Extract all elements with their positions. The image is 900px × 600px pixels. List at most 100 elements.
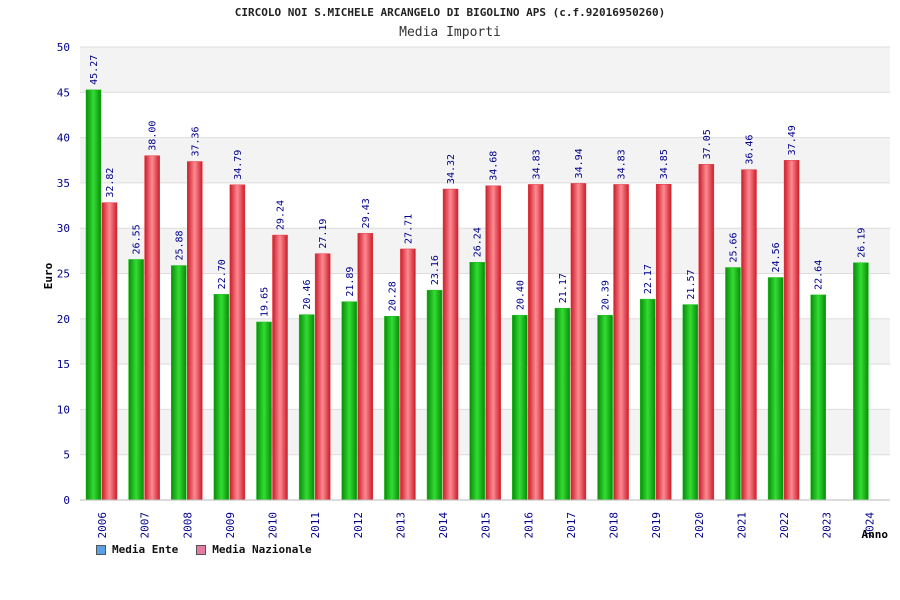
data-label: 37.49	[787, 125, 798, 155]
data-label: 34.68	[489, 151, 500, 181]
x-tick-label: 2009	[224, 512, 237, 539]
x-tick-label: 2014	[437, 512, 450, 539]
data-label: 25.66	[728, 232, 739, 262]
x-tick-label: 2024	[863, 512, 876, 539]
data-label: 38.00	[148, 121, 159, 151]
bar-media-ente	[512, 314, 528, 501]
y-tick-label: 45	[57, 86, 70, 99]
data-label: 22.17	[643, 264, 654, 294]
data-label: 22.64	[814, 260, 825, 290]
y-tick-label: 5	[63, 449, 70, 462]
bar-media-ente	[810, 294, 826, 501]
bar-media-ente	[597, 315, 613, 501]
y-tick-label: 40	[57, 132, 70, 145]
bar-media-ente	[298, 314, 315, 501]
y-tick-label: 50	[57, 41, 70, 54]
x-tick-label: 2017	[565, 512, 578, 539]
bar-media-nazionale	[101, 202, 118, 501]
bar-media-nazionale	[187, 161, 203, 501]
bar-media-nazionale	[613, 184, 629, 501]
bar-media-nazionale	[272, 234, 288, 501]
data-label: 34.85	[659, 149, 670, 179]
x-tick-label: 2011	[309, 512, 322, 539]
data-label: 45.27	[89, 55, 100, 85]
data-label: 20.28	[387, 281, 398, 311]
bar-media-ente	[426, 289, 443, 501]
x-tick-label: 2010	[267, 512, 280, 539]
bar-media-ente	[256, 321, 272, 501]
grid-band	[80, 47, 890, 93]
data-label: 27.19	[318, 219, 329, 249]
bar-media-nazionale	[783, 160, 800, 501]
legend-swatch-nazionale	[196, 544, 207, 555]
data-label: 36.46	[744, 135, 755, 165]
data-label: 26.24	[473, 227, 484, 257]
bar-media-nazionale	[570, 183, 587, 501]
y-tick-label: 10	[57, 403, 70, 416]
bar-media-ente	[639, 298, 656, 501]
bar-media-nazionale	[442, 188, 459, 501]
bar-media-ente	[682, 304, 699, 501]
y-tick-label: 15	[57, 358, 70, 371]
bar-media-ente	[384, 316, 400, 501]
data-label: 20.39	[601, 280, 612, 310]
data-label: 26.55	[132, 224, 143, 254]
legend: Media Ente Media Nazionale	[96, 543, 312, 556]
data-label: 32.82	[105, 168, 116, 198]
legend-label-ente: Media Ente	[112, 543, 179, 556]
y-tick-label: 35	[57, 177, 70, 190]
x-tick-label: 2020	[693, 512, 706, 539]
x-tick-label: 2018	[608, 512, 621, 539]
legend-swatch-ente	[96, 544, 106, 555]
x-tick-label: 2006	[96, 512, 109, 539]
x-tick-label: 2016	[522, 512, 535, 539]
bar-media-nazionale	[528, 184, 544, 501]
bar-media-nazionale	[229, 184, 246, 501]
data-label: 34.79	[233, 150, 244, 180]
bar-media-nazionale	[314, 253, 331, 501]
bar-media-ente	[341, 301, 358, 501]
data-label: 20.46	[302, 280, 313, 310]
bar-media-ente	[171, 265, 187, 501]
bar-media-nazionale	[144, 155, 160, 501]
data-label: 34.83	[531, 149, 542, 179]
x-tick-label: 2023	[821, 512, 834, 539]
x-tick-label: 2012	[352, 512, 365, 539]
data-label: 34.32	[446, 154, 457, 184]
data-label: 25.88	[174, 230, 185, 260]
data-label: 23.16	[430, 255, 441, 285]
y-tick-label: 30	[57, 222, 70, 235]
x-tick-label: 2015	[480, 512, 493, 539]
y-tick-label: 0	[63, 494, 70, 507]
bar-media-nazionale	[357, 233, 374, 501]
y-tick-label: 25	[57, 268, 70, 281]
bar-media-nazionale	[655, 184, 672, 501]
data-label: 37.36	[190, 126, 201, 156]
bar-media-nazionale	[698, 164, 715, 501]
bar-media-ente	[853, 262, 869, 501]
x-tick-label: 2021	[735, 512, 748, 539]
data-label: 22.70	[217, 259, 228, 289]
bar-media-nazionale	[400, 248, 416, 501]
data-label: 20.40	[515, 280, 526, 310]
bar-media-ente	[128, 259, 144, 501]
x-tick-label: 2022	[778, 512, 791, 539]
x-axis-title: Anno	[862, 528, 889, 541]
bar-media-ente	[554, 307, 571, 501]
data-label: 21.89	[345, 267, 356, 297]
bar-media-ente	[213, 294, 230, 501]
data-label: 37.05	[702, 129, 713, 159]
x-tick-label: 2013	[394, 512, 407, 539]
data-label: 19.65	[260, 287, 271, 317]
data-label: 21.57	[686, 269, 697, 299]
data-label: 26.19	[856, 228, 867, 258]
y-tick-label: 20	[57, 313, 70, 326]
bar-media-nazionale	[741, 169, 757, 501]
data-label: 34.83	[617, 149, 628, 179]
chart-title: CIRCOLO NOI S.MICHELE ARCANGELO DI BIGOL…	[234, 6, 666, 19]
grid-band	[80, 92, 890, 138]
bar-media-ente	[85, 89, 102, 501]
legend-label-nazionale: Media Nazionale	[212, 543, 312, 556]
bar-media-ente	[725, 267, 741, 501]
